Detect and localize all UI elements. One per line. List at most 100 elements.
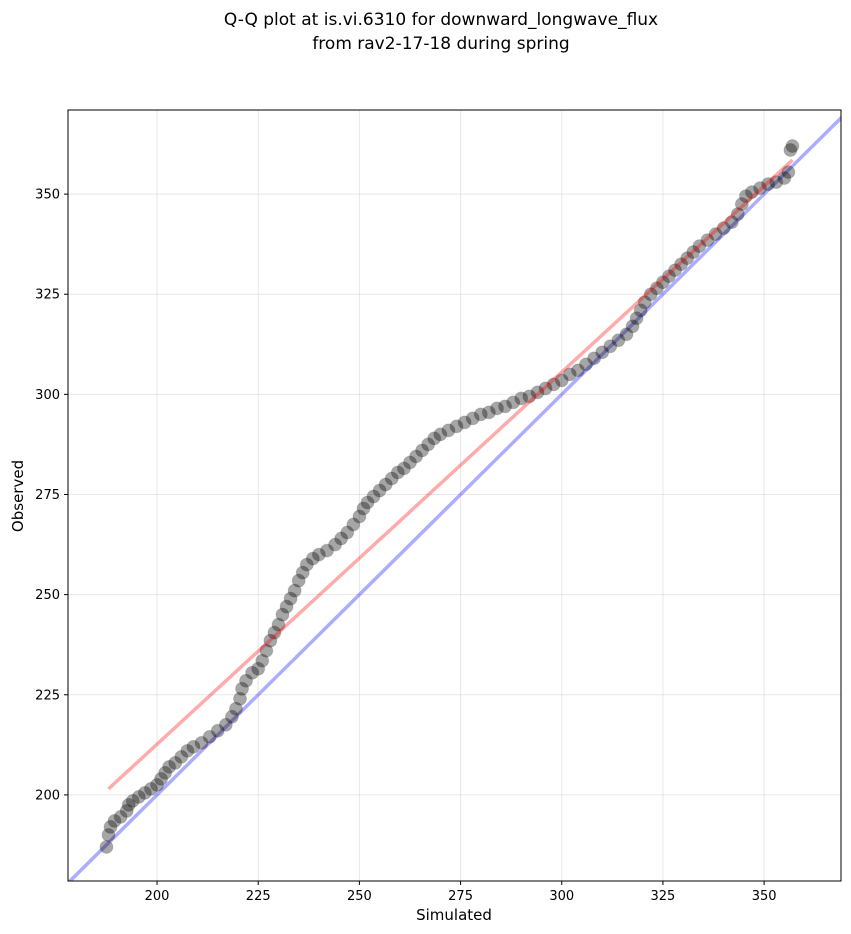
qq-point — [603, 339, 618, 354]
qq-point — [267, 625, 282, 640]
qq-point — [781, 165, 796, 180]
qq-point — [162, 759, 177, 774]
qq-point — [514, 391, 529, 406]
qq-point — [668, 263, 683, 278]
qq-point — [498, 399, 513, 414]
qq-point — [263, 633, 278, 648]
qq-point — [194, 735, 209, 750]
qq-point — [228, 701, 243, 716]
qq-point — [655, 275, 670, 290]
y-tick-label: 275 — [35, 488, 60, 503]
qq-point — [235, 681, 250, 696]
qq-point — [738, 189, 753, 204]
qq-point — [378, 477, 393, 492]
qq-point — [360, 495, 375, 510]
qq-point — [372, 483, 387, 498]
qq-point — [352, 509, 367, 524]
qq-point — [295, 565, 310, 580]
qq-point — [761, 177, 776, 192]
qq-point — [287, 583, 302, 598]
x-tick-label: 225 — [246, 889, 271, 904]
x-tick-label: 250 — [347, 889, 372, 904]
qq-point — [637, 295, 652, 310]
qq-point — [611, 333, 626, 348]
qq-point — [271, 617, 286, 632]
qq-point — [251, 661, 266, 676]
qq-point — [730, 207, 745, 222]
qq-point — [384, 471, 399, 486]
qq-point — [633, 303, 648, 318]
qq-point — [275, 607, 290, 622]
qq-point — [259, 643, 274, 658]
qq-point — [245, 665, 260, 680]
qq-point — [643, 287, 658, 302]
qq-point — [579, 357, 594, 372]
qq-point — [421, 437, 436, 452]
data-points — [99, 139, 800, 854]
qq-point — [233, 691, 248, 706]
qq-point — [158, 765, 173, 780]
qq-point — [255, 653, 270, 668]
qq-point — [481, 405, 496, 420]
y-tick-label: 225 — [35, 688, 60, 703]
qq-point — [299, 557, 314, 572]
qq-point — [734, 197, 749, 212]
qq-point — [328, 537, 343, 552]
qq-point — [218, 717, 233, 732]
chart-title-line2: from rav2-17-18 during spring — [312, 34, 569, 54]
y-tick-label: 200 — [35, 788, 60, 803]
qq-point — [356, 501, 371, 516]
x-tick-label: 325 — [651, 889, 676, 904]
qq-point — [649, 281, 664, 296]
qq-point — [724, 215, 739, 230]
qq-point — [465, 411, 480, 426]
y-axis-ticks: 200 225 250 275 300 325 350 — [35, 188, 68, 803]
qq-point — [708, 227, 723, 242]
qq-point — [107, 813, 122, 828]
qq-point — [334, 531, 349, 546]
qq-point — [131, 789, 146, 804]
qq-point — [346, 517, 361, 532]
grid — [68, 110, 841, 881]
qq-point — [174, 749, 189, 764]
x-axis-label: Simulated — [416, 906, 492, 924]
y-tick-label: 325 — [35, 288, 60, 303]
qq-point — [619, 327, 634, 342]
qq-point — [283, 591, 298, 606]
qq-point — [415, 443, 430, 458]
qq-point — [441, 423, 456, 438]
qq-point — [595, 345, 610, 360]
qq-point — [291, 573, 306, 588]
qq-point — [320, 543, 335, 558]
reference-lines — [68, 115, 841, 881]
qq-point — [674, 257, 689, 272]
y-axis-label: Observed — [9, 460, 27, 532]
qq-point — [396, 461, 411, 476]
qq-point — [390, 465, 405, 480]
qq-point — [366, 489, 381, 504]
qq-point — [587, 351, 602, 366]
x-axis-ticks: 200 225 250 275 300 325 350 — [145, 881, 777, 904]
qq-point — [489, 401, 504, 416]
qq-point — [180, 743, 195, 758]
qq-point — [769, 175, 784, 190]
qq-point — [625, 319, 640, 334]
qq-point — [224, 709, 239, 724]
qq-point — [402, 455, 417, 470]
qq-point — [783, 143, 798, 158]
qq-point — [629, 311, 644, 326]
qq-point — [522, 389, 537, 404]
qq-point — [700, 233, 715, 248]
qq-point — [546, 377, 561, 392]
qq-point — [119, 803, 134, 818]
qq-point — [279, 599, 294, 614]
qq-point — [744, 185, 759, 200]
qq-point — [202, 729, 217, 744]
qq-point — [457, 415, 472, 430]
qq-point — [716, 221, 731, 236]
y-tick-label: 300 — [35, 388, 60, 403]
qq-point — [562, 367, 577, 382]
qq-point — [113, 809, 128, 824]
qq-point — [785, 139, 800, 154]
x-tick-label: 200 — [145, 889, 170, 904]
